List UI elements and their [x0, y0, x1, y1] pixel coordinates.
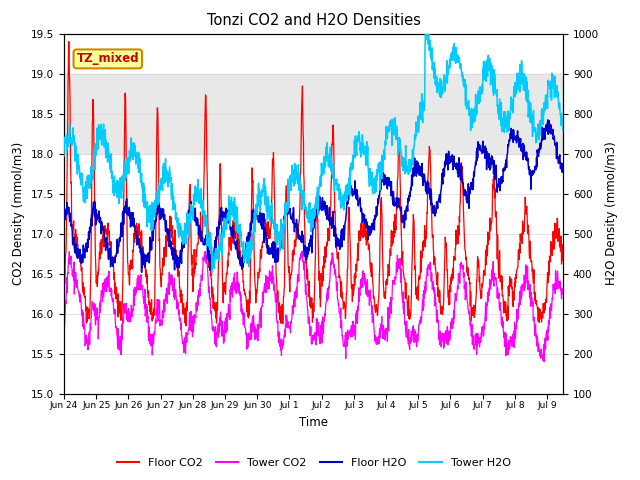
X-axis label: Time: Time: [299, 416, 328, 429]
Text: TZ_mixed: TZ_mixed: [77, 52, 139, 65]
Title: Tonzi CO2 and H2O Densities: Tonzi CO2 and H2O Densities: [207, 13, 420, 28]
Bar: [64, 73, 563, 154]
Legend: Floor CO2, Tower CO2, Floor H2O, Tower H2O: Floor CO2, Tower CO2, Floor H2O, Tower H…: [112, 453, 515, 472]
Y-axis label: CO2 Density (mmol/m3): CO2 Density (mmol/m3): [12, 142, 26, 285]
Y-axis label: H2O Density (mmol/m3): H2O Density (mmol/m3): [605, 142, 618, 286]
